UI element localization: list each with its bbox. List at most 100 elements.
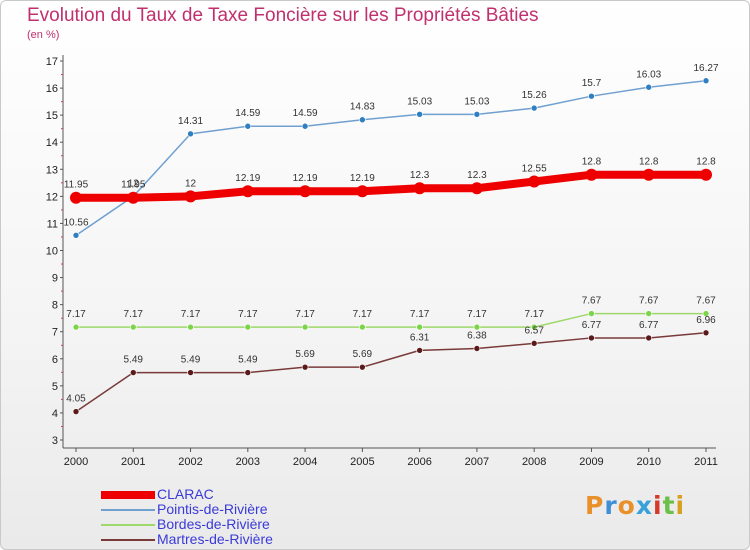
- data-point: [528, 175, 541, 188]
- data-label: 7.67: [639, 296, 659, 307]
- data-label: 12.3: [467, 170, 487, 181]
- data-label: 6.77: [582, 320, 602, 331]
- x-tick-label: 2003: [236, 456, 260, 468]
- y-tick-label: 4: [52, 408, 58, 420]
- data-label: 14.59: [235, 108, 260, 119]
- data-label: 5.49: [181, 355, 201, 366]
- data-label: 7.17: [66, 309, 86, 320]
- data-point: [72, 232, 80, 239]
- data-point: [702, 310, 710, 317]
- data-point: [359, 363, 366, 371]
- data-point: [301, 323, 309, 331]
- data-label: 7.17: [524, 309, 544, 320]
- data-point: [413, 182, 426, 195]
- data-point: [356, 185, 369, 198]
- data-point: [244, 122, 252, 130]
- data-label: 5.49: [124, 355, 144, 366]
- data-label: 12: [185, 178, 197, 189]
- y-tick-label: 8: [52, 300, 58, 312]
- data-label: 7.67: [696, 296, 716, 307]
- data-point: [530, 104, 538, 112]
- y-tick-label: 16: [46, 83, 58, 95]
- data-point: [645, 334, 653, 342]
- y-tick-label: 12: [46, 191, 58, 203]
- data-label: 14.59: [293, 108, 318, 119]
- data-label: 6.77: [639, 320, 659, 331]
- data-label: 14.83: [350, 102, 375, 113]
- x-tick-label: 2001: [121, 456, 145, 468]
- data-label: 6.96: [696, 315, 716, 326]
- data-label: 14.31: [178, 116, 203, 127]
- chart-title: Evolution du Taux de Taxe Foncière sur l…: [27, 5, 539, 26]
- data-label: 12: [128, 178, 140, 189]
- data-label: 11.95: [64, 180, 89, 191]
- data-label: 6.38: [467, 330, 487, 341]
- data-label: 7.67: [582, 296, 602, 307]
- data-point: [187, 130, 194, 138]
- data-label: 15.26: [522, 90, 547, 101]
- data-point: [184, 190, 197, 203]
- y-tick-label: 7: [52, 327, 58, 339]
- data-label: 15.03: [407, 96, 432, 107]
- y-tick-label: 13: [46, 164, 58, 176]
- data-point: [473, 111, 481, 118]
- data-label: 12.19: [235, 173, 260, 184]
- logo-letter: t: [662, 491, 676, 520]
- data-label: 7.17: [295, 309, 315, 320]
- data-point: [244, 369, 252, 376]
- y-tick-label: 6: [52, 354, 58, 366]
- data-point: [473, 345, 481, 352]
- logo-letter: r: [604, 491, 618, 520]
- x-tick-label: 2011: [694, 456, 718, 468]
- data-label: 12.55: [522, 163, 547, 174]
- data-point: [187, 369, 194, 376]
- x-tick-label: 2009: [579, 456, 603, 468]
- legend-label: Bordes-de-Rivière: [157, 516, 270, 532]
- proxiti-logo: Proxiti: [585, 491, 685, 520]
- data-label: 15.03: [464, 96, 489, 107]
- data-label: 12.19: [350, 173, 375, 184]
- data-point: [359, 323, 366, 331]
- y-tick-label: 9: [52, 273, 58, 285]
- y-tick-label: 10: [46, 246, 58, 258]
- data-label: 12.8: [582, 157, 602, 168]
- data-label: 16.27: [693, 63, 718, 74]
- data-point: [127, 191, 140, 204]
- data-point: [301, 363, 309, 371]
- data-point: [72, 408, 80, 415]
- legend-label: Martres-de-Rivière: [157, 531, 273, 547]
- data-point: [588, 334, 595, 342]
- y-tick-label: 5: [52, 381, 58, 393]
- data-label: 12.8: [639, 157, 659, 168]
- data-point: [702, 77, 710, 85]
- data-point: [129, 323, 137, 331]
- x-tick-label: 2010: [636, 456, 660, 468]
- y-tick-label: 3: [52, 435, 58, 447]
- data-point: [244, 323, 252, 331]
- data-label: 6.57: [524, 325, 544, 336]
- data-label: 15.7: [582, 78, 602, 89]
- data-label: 7.17: [181, 309, 201, 320]
- data-label: 11.95: [121, 180, 146, 191]
- data-label: 7.17: [124, 309, 144, 320]
- data-label: 12.19: [293, 173, 318, 184]
- data-point: [299, 185, 312, 198]
- data-label: 16.03: [636, 69, 661, 80]
- series-line-0: [72, 170, 710, 202]
- data-point: [700, 168, 712, 181]
- data-label: 5.69: [295, 349, 315, 360]
- logo-letter: i: [675, 491, 686, 520]
- x-tick-label: 2006: [407, 456, 431, 468]
- logo-letter: o: [617, 491, 636, 520]
- data-point: [645, 83, 653, 91]
- data-point: [645, 310, 653, 317]
- data-label: 7.17: [353, 309, 373, 320]
- logo-letter: x: [635, 491, 653, 520]
- data-point: [70, 191, 82, 204]
- data-point: [470, 182, 483, 195]
- data-point: [588, 92, 595, 100]
- legend-swatch: [101, 524, 155, 526]
- x-tick-label: 2008: [522, 456, 546, 468]
